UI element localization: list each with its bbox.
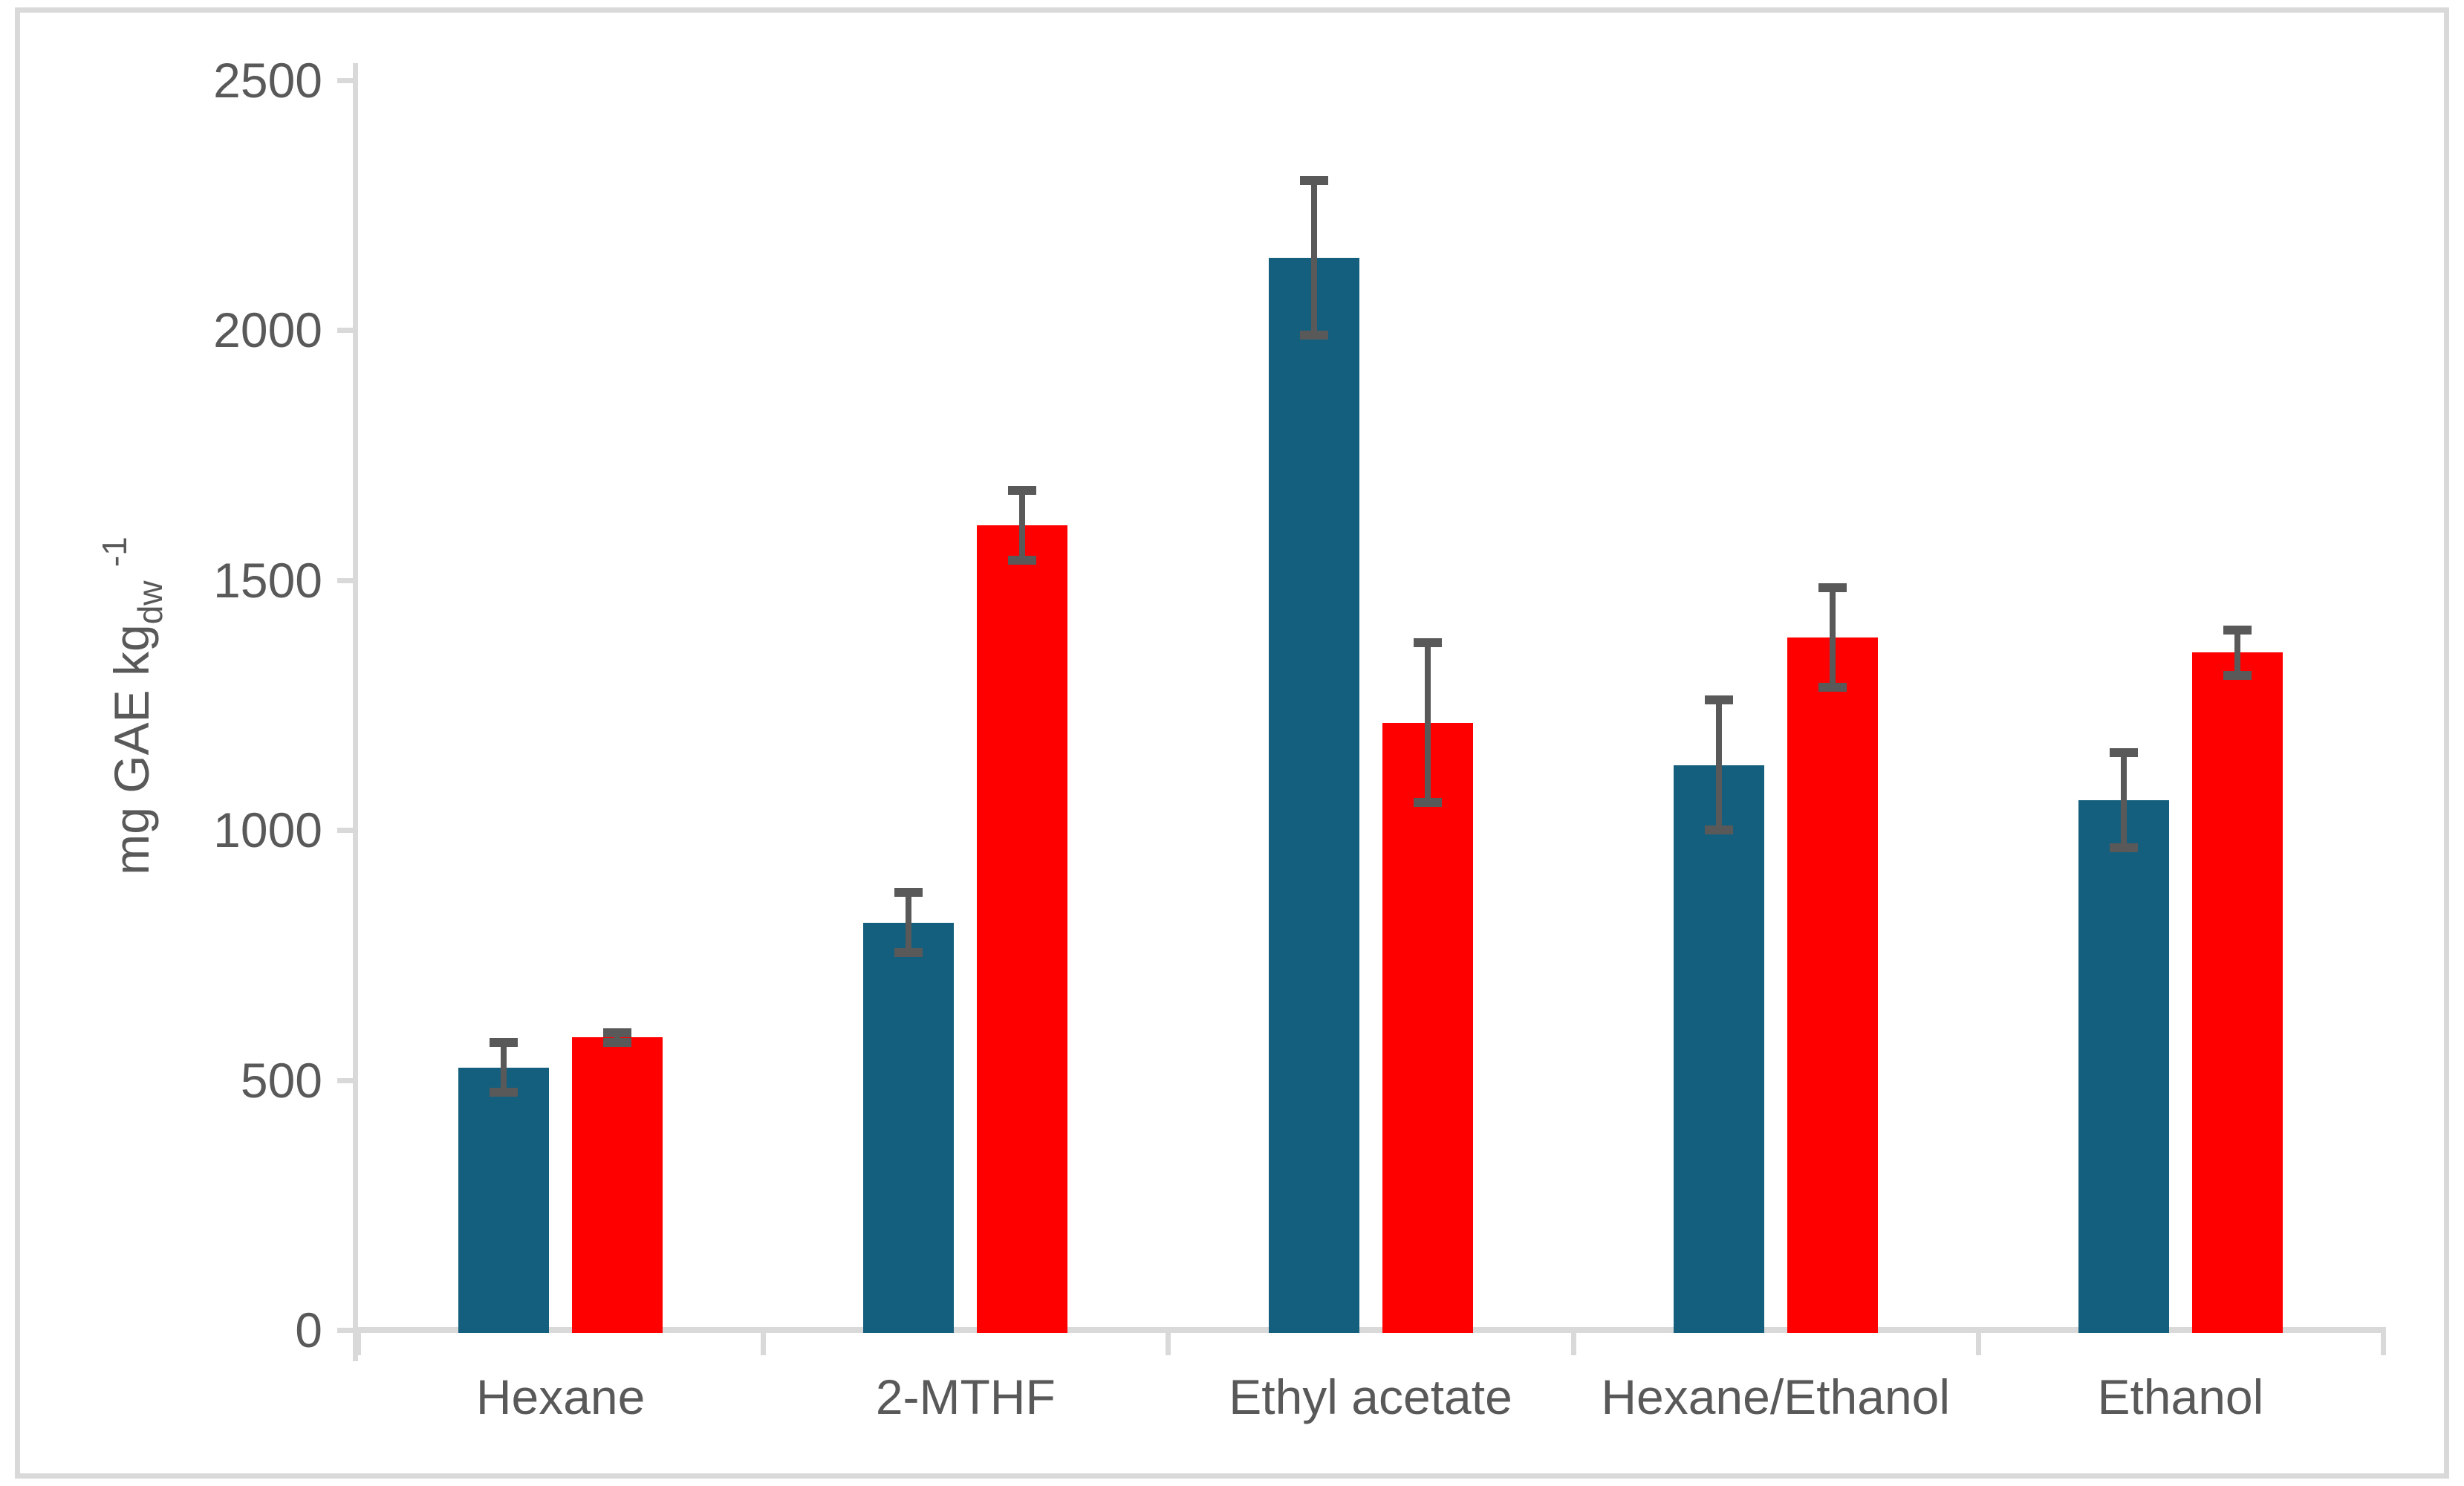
- error-bar-cap-bottom: [1299, 331, 1328, 340]
- error-bar-cap-bottom: [603, 1038, 632, 1048]
- error-bar-line: [1019, 490, 1026, 560]
- chart-frame: [15, 7, 2449, 1479]
- x-category-label: Hexane/Ethanol: [1601, 1369, 1951, 1424]
- x-category-label: 2-MTHF: [875, 1369, 1056, 1424]
- y-tick-mark: [337, 828, 353, 834]
- error-bar-cap-top: [1704, 695, 1733, 705]
- error-bar-cap-top: [894, 888, 923, 898]
- bar-blue-series-ethyl-acetate: [1268, 257, 1359, 1333]
- error-bar-line: [2234, 630, 2240, 675]
- error-bar-cap-bottom: [490, 1088, 519, 1097]
- y-tick-mark: [337, 1328, 353, 1333]
- bar-red-series-hexane: [572, 1037, 663, 1333]
- error-bar-cap-bottom: [1008, 555, 1037, 565]
- x-tick-mark: [2381, 1333, 2386, 1355]
- bar-blue-series-hexane: [458, 1067, 550, 1333]
- bar-red-series-hexane-ethanol: [1787, 637, 1878, 1333]
- error-bar-line: [906, 892, 912, 953]
- bar-blue-series-2-mthf: [863, 922, 955, 1333]
- y-tick-label: 500: [240, 1052, 322, 1108]
- x-category-label: Hexane: [475, 1369, 646, 1424]
- error-bar-line: [1715, 700, 1722, 831]
- y-tick-mark: [337, 1077, 353, 1083]
- error-bar-cap-bottom: [2109, 843, 2138, 852]
- bar-red-series-ethanol: [2191, 652, 2283, 1333]
- y-tick-mark: [337, 577, 353, 583]
- error-bar-line: [614, 1032, 621, 1043]
- x-tick-mark: [1975, 1333, 1981, 1355]
- y-tick-label: 2000: [213, 302, 322, 358]
- error-bar-cap-top: [490, 1038, 519, 1048]
- error-bar-line: [501, 1042, 507, 1093]
- bar-red-series-ethyl-acetate: [1382, 722, 1473, 1333]
- bar-blue-series-hexane-ethanol: [1673, 765, 1764, 1333]
- error-bar-cap-bottom: [1704, 825, 1733, 835]
- x-tick-mark: [761, 1333, 767, 1355]
- error-bar-cap-top: [1299, 175, 1328, 185]
- x-tick-mark: [356, 1333, 361, 1355]
- x-category-label: Ethanol: [2097, 1369, 2264, 1424]
- error-bar-cap-bottom: [894, 948, 923, 958]
- error-bar-line: [1424, 642, 1431, 803]
- error-bar-line: [1310, 180, 1317, 336]
- y-tick-label: 1000: [213, 802, 322, 858]
- error-bar-cap-top: [1413, 637, 1442, 647]
- error-bar-line: [2120, 752, 2127, 848]
- y-axis-title-superscript: -1: [95, 536, 134, 568]
- y-tick-mark: [337, 328, 353, 334]
- x-tick-mark: [1570, 1333, 1576, 1355]
- error-bar-cap-top: [1818, 583, 1847, 592]
- error-bar-cap-top: [603, 1028, 632, 1037]
- bar-blue-series-ethanol: [2078, 799, 2169, 1333]
- error-bar-cap-bottom: [2223, 670, 2252, 680]
- error-bar-cap-top: [1008, 485, 1037, 495]
- error-bar-cap-bottom: [1413, 798, 1442, 808]
- y-tick-label: 2500: [213, 53, 322, 108]
- error-bar-cap-top: [2109, 747, 2138, 757]
- y-tick-label: 1500: [213, 552, 322, 608]
- x-category-label: Ethyl acetate: [1229, 1369, 1512, 1424]
- bar-red-series-2-mthf: [977, 525, 1068, 1333]
- y-axis-line: [353, 63, 358, 1361]
- error-bar-cap-bottom: [1818, 683, 1847, 692]
- x-tick-mark: [1166, 1333, 1171, 1355]
- x-axis-line: [353, 1327, 2386, 1333]
- y-tick-label: 0: [295, 1302, 322, 1357]
- error-bar-cap-top: [2223, 626, 2252, 635]
- error-bar-line: [1829, 587, 1836, 688]
- y-tick-mark: [337, 78, 353, 83]
